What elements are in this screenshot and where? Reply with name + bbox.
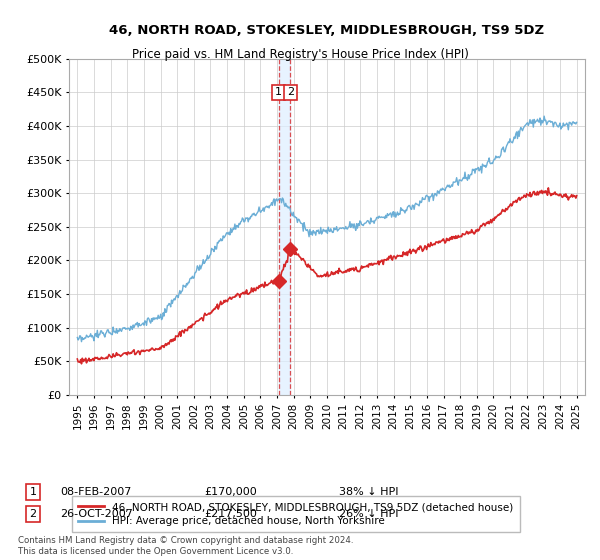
Text: £217,500: £217,500 — [204, 509, 257, 519]
Text: Price paid vs. HM Land Registry's House Price Index (HPI): Price paid vs. HM Land Registry's House … — [131, 48, 469, 60]
Text: £170,000: £170,000 — [204, 487, 257, 497]
Text: 2: 2 — [29, 509, 37, 519]
Text: 26-OCT-2007: 26-OCT-2007 — [60, 509, 133, 519]
Text: 2: 2 — [287, 87, 294, 97]
Text: 1: 1 — [275, 87, 282, 97]
Text: 1: 1 — [29, 487, 37, 497]
Title: 46, NORTH ROAD, STOKESLEY, MIDDLESBROUGH, TS9 5DZ: 46, NORTH ROAD, STOKESLEY, MIDDLESBROUGH… — [109, 24, 545, 37]
Text: 08-FEB-2007: 08-FEB-2007 — [60, 487, 131, 497]
Text: 38% ↓ HPI: 38% ↓ HPI — [339, 487, 398, 497]
Text: 26% ↓ HPI: 26% ↓ HPI — [339, 509, 398, 519]
Legend: 46, NORTH ROAD, STOKESLEY, MIDDLESBROUGH, TS9 5DZ (detached house), HPI: Average: 46, NORTH ROAD, STOKESLEY, MIDDLESBROUGH… — [71, 496, 520, 533]
Text: Contains HM Land Registry data © Crown copyright and database right 2024.
This d: Contains HM Land Registry data © Crown c… — [18, 536, 353, 556]
Bar — [279, 59, 290, 395]
